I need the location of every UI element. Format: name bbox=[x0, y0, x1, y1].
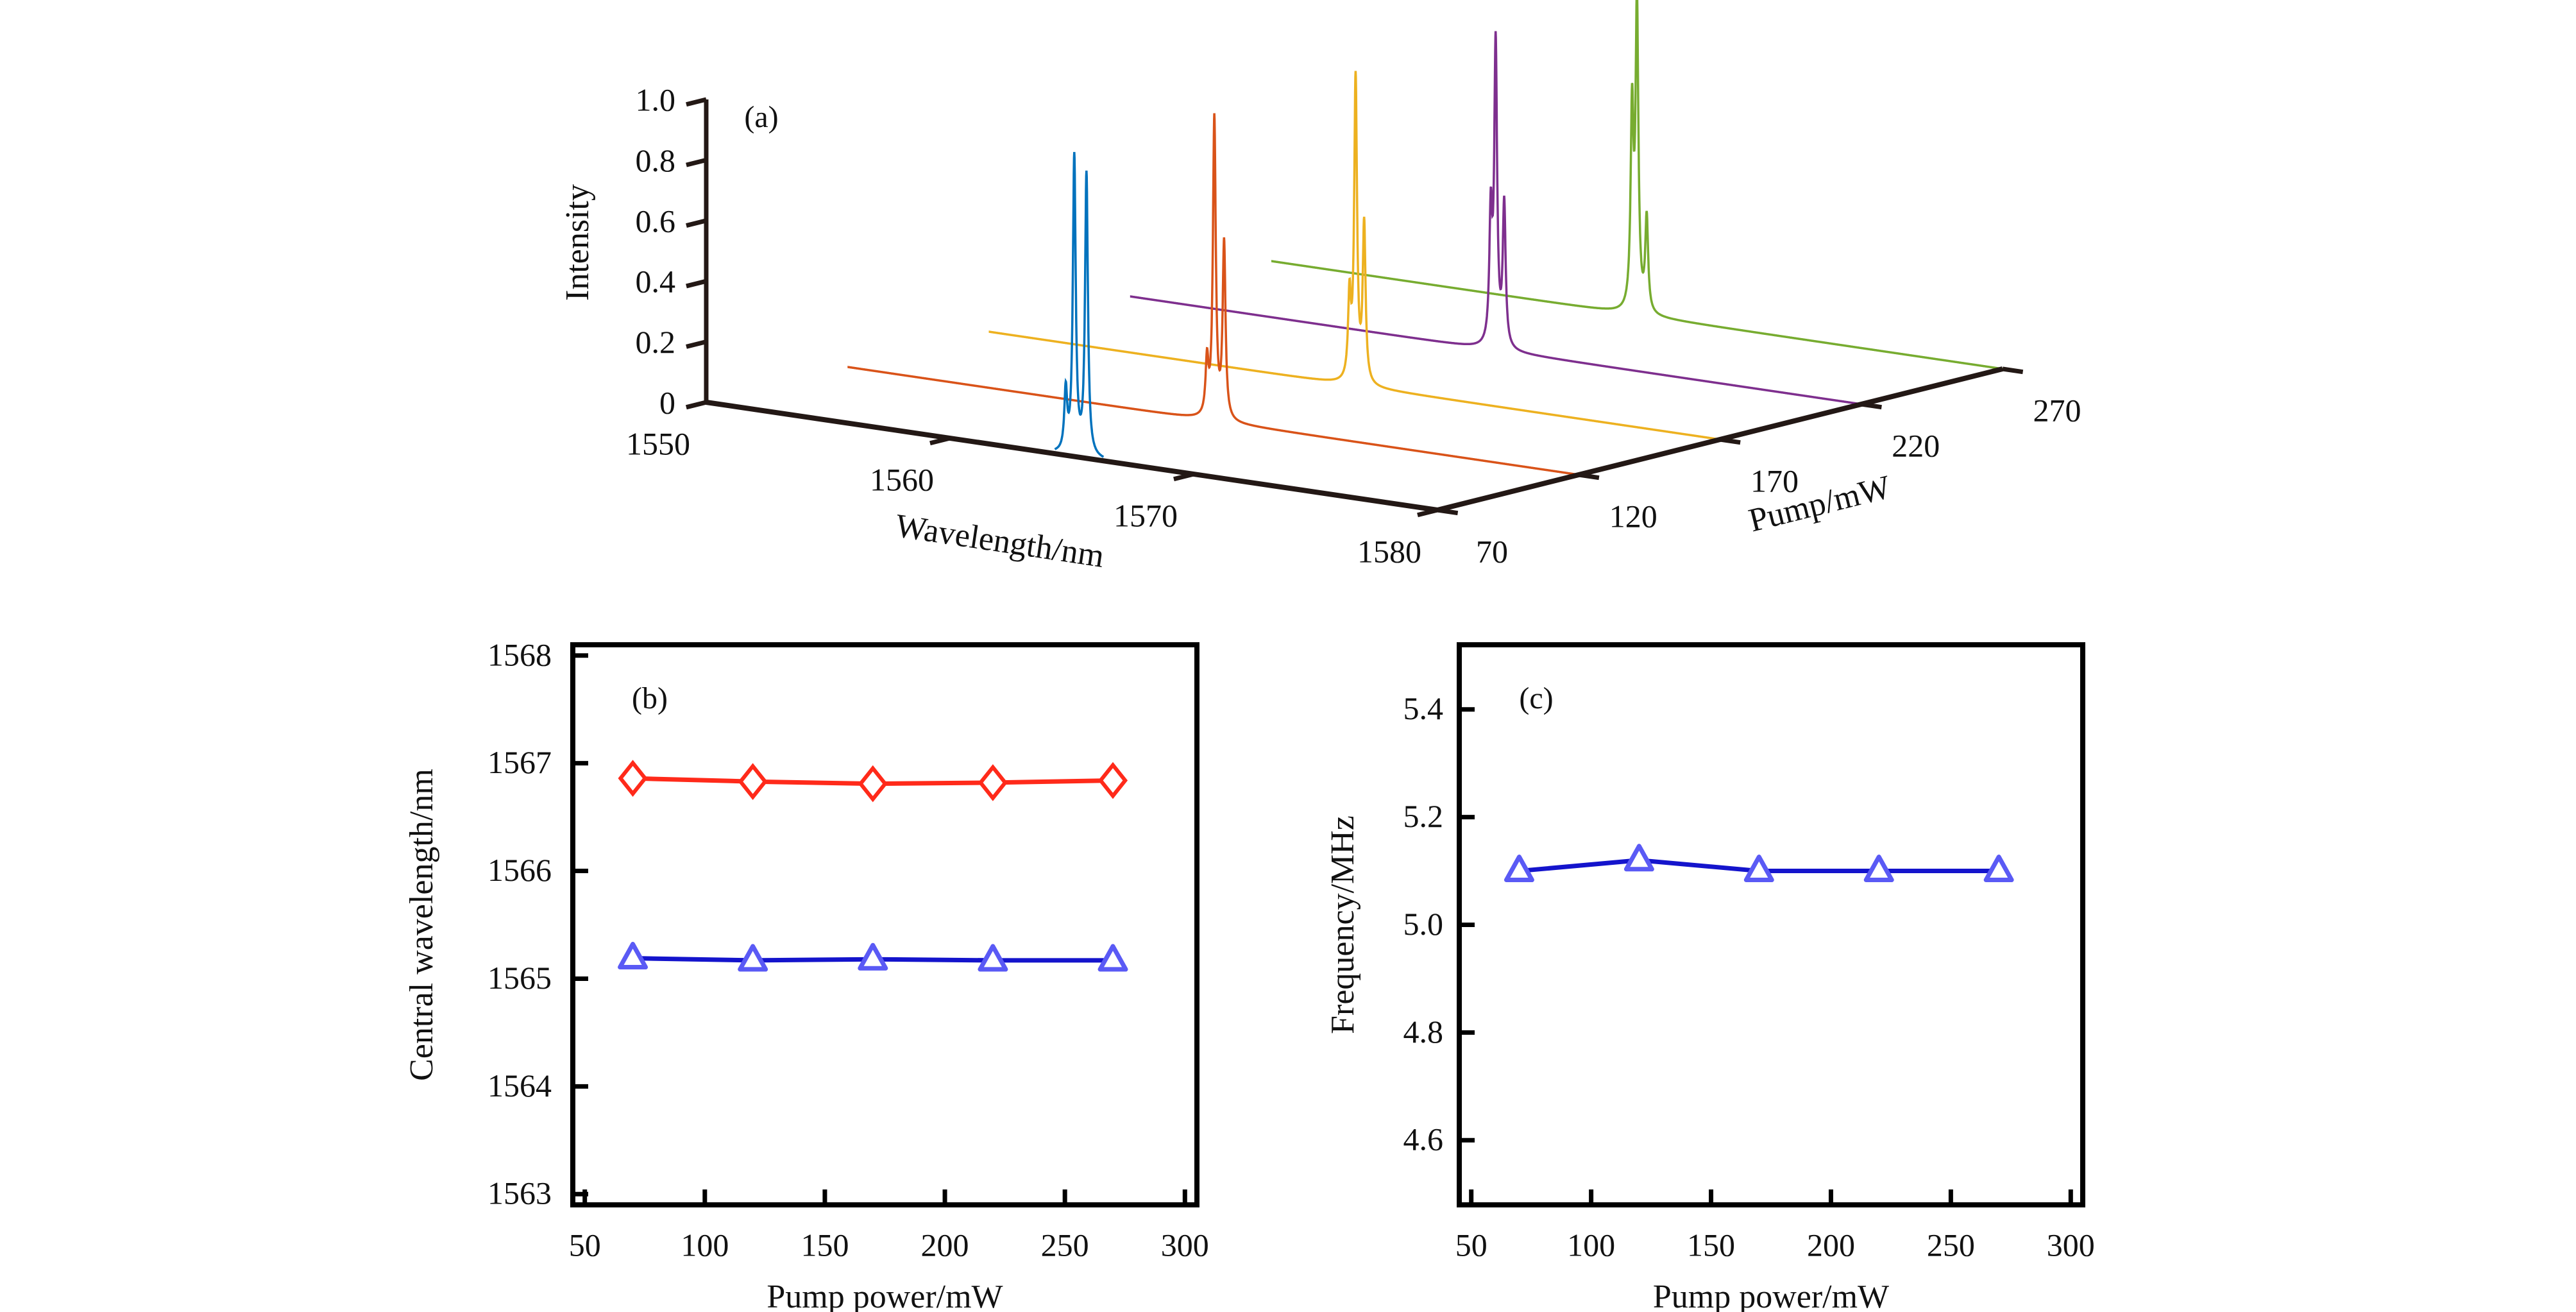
wavelength-axis bbox=[706, 400, 1438, 513]
x-axis-label: Pump power/mW bbox=[1653, 1279, 1889, 1312]
spectrum-line-pump-120 bbox=[847, 113, 1579, 476]
pump-tick-label: 70 bbox=[1476, 533, 1508, 569]
intensity-tick-label: 0.6 bbox=[636, 203, 676, 239]
pump-tick bbox=[1437, 507, 1459, 516]
x-axis-label: Pump power/mW bbox=[767, 1279, 1003, 1312]
diamond-marker bbox=[738, 763, 768, 801]
diamond-marker bbox=[1097, 762, 1128, 799]
triangle-marker bbox=[1097, 944, 1128, 972]
panel-a bbox=[686, 0, 2024, 518]
triangle-marker bbox=[1623, 844, 1654, 872]
y-axis-label: Central wavelength/nm bbox=[403, 769, 440, 1081]
wavelength-tick bbox=[686, 400, 707, 410]
pump-tick bbox=[1719, 437, 1741, 445]
intensity-tick-label: 0.2 bbox=[636, 324, 676, 360]
triangle-marker bbox=[1863, 855, 1894, 883]
y-tick-label: 4.6 bbox=[1403, 1121, 1444, 1157]
x-tick-label: 150 bbox=[1687, 1227, 1735, 1263]
wavelength-tick bbox=[1173, 472, 1194, 482]
y-tick-label: 1566 bbox=[487, 852, 552, 888]
y-tick-label: 5.2 bbox=[1403, 798, 1444, 834]
y-axis-label: Frequency/MHz bbox=[1325, 815, 1361, 1034]
triangle-marker bbox=[978, 944, 1008, 972]
wavelength-tick-label: 1570 bbox=[1114, 497, 1178, 533]
wavelength-tick bbox=[1417, 507, 1438, 518]
intensity-tick bbox=[686, 97, 707, 107]
triangle-marker bbox=[738, 944, 768, 972]
wavelength-tick-label: 1560 bbox=[870, 461, 934, 497]
x-tick-label: 200 bbox=[1807, 1227, 1855, 1263]
x-tick-label: 150 bbox=[801, 1227, 849, 1263]
pump-tick-label: 270 bbox=[2033, 392, 2081, 428]
y-tick-label: 1563 bbox=[487, 1175, 552, 1211]
plot-frame bbox=[1457, 642, 2085, 1207]
x-tick-label: 50 bbox=[1455, 1227, 1487, 1263]
y-tick-label: 5.4 bbox=[1403, 690, 1444, 726]
wavelength-tick bbox=[929, 436, 951, 446]
pump-tick-label: 220 bbox=[1892, 427, 1940, 463]
wavelength-tick-label: 1550 bbox=[626, 425, 690, 461]
intensity-tick-label: 0 bbox=[659, 384, 675, 420]
x-tick-label: 50 bbox=[569, 1227, 601, 1263]
y-tick-label: 1568 bbox=[487, 636, 552, 672]
wavelength-axis-label: Wavelength/nm bbox=[893, 507, 1106, 575]
triangle-marker bbox=[1743, 855, 1774, 883]
panel-label: (b) bbox=[632, 681, 668, 715]
y-tick-label: 5.0 bbox=[1403, 906, 1444, 942]
x-tick-label: 300 bbox=[1161, 1227, 1209, 1263]
y-tick-label: 1565 bbox=[487, 960, 552, 996]
wavelength-tick-label: 1580 bbox=[1357, 533, 1421, 569]
spectrum-line-pump-170 bbox=[988, 71, 1720, 441]
x-tick-label: 300 bbox=[2047, 1227, 2095, 1263]
panel-label-a: (a) bbox=[744, 100, 778, 134]
triangle-marker bbox=[1983, 855, 2014, 883]
y-tick-label: 1567 bbox=[487, 744, 552, 780]
pump-tick-label: 170 bbox=[1750, 463, 1799, 498]
x-tick-label: 250 bbox=[1041, 1227, 1089, 1263]
x-tick-label: 100 bbox=[1567, 1227, 1615, 1263]
intensity-tick-label: 0.4 bbox=[636, 264, 676, 300]
intensity-tick-label: 0.8 bbox=[636, 142, 676, 178]
spectrum-line-pump-220 bbox=[1130, 31, 1862, 405]
intensity-tick bbox=[686, 339, 707, 349]
diamond-marker bbox=[858, 765, 888, 803]
x-tick-label: 250 bbox=[1927, 1227, 1975, 1263]
pump-tick bbox=[2002, 366, 2024, 375]
triangle-marker bbox=[858, 942, 888, 971]
spectrum-line-pump-270 bbox=[1271, 0, 2003, 370]
spectrum-line-pump-70 bbox=[1054, 151, 1105, 458]
y-tick-label: 4.8 bbox=[1403, 1014, 1444, 1050]
pump-tick bbox=[1578, 472, 1600, 481]
x-tick-label: 200 bbox=[921, 1227, 969, 1263]
pump-tick bbox=[1861, 402, 1882, 410]
triangle-marker bbox=[1504, 855, 1534, 883]
panel-b bbox=[570, 642, 1199, 1207]
intensity-axis-label: Intensity bbox=[559, 184, 596, 301]
x-tick-label: 100 bbox=[681, 1227, 729, 1263]
panel-c bbox=[1457, 642, 2085, 1207]
triangle-marker bbox=[618, 942, 648, 970]
plot-frame bbox=[570, 642, 1199, 1207]
intensity-tick bbox=[686, 218, 707, 228]
diamond-marker bbox=[978, 764, 1008, 801]
intensity-tick-label: 1.0 bbox=[636, 81, 676, 117]
diamond-marker bbox=[618, 760, 648, 797]
panel-label: (c) bbox=[1519, 681, 1553, 715]
pump-tick-label: 120 bbox=[1609, 498, 1657, 534]
y-tick-label: 1564 bbox=[487, 1068, 552, 1103]
intensity-tick bbox=[686, 278, 707, 289]
intensity-tick bbox=[686, 158, 707, 167]
